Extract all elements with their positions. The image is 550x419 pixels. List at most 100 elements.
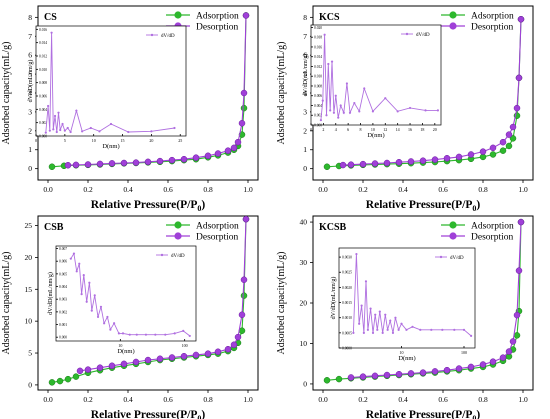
psd-point — [376, 328, 379, 331]
x-axis-title: Relative Pressure(P/P0) — [366, 199, 481, 213]
desorption-point — [108, 362, 116, 370]
psd-point — [150, 130, 153, 133]
desorption-point — [214, 348, 222, 356]
x-tick-label: 0.8 — [478, 395, 488, 404]
y-tick-label: 1 — [28, 145, 32, 154]
y-axis-title: Adsorbed capacity(mL/g) — [276, 251, 287, 354]
x-tick-label: 0.0 — [318, 185, 328, 194]
y-tick-label: 7 — [303, 32, 307, 41]
psd-point — [63, 129, 66, 132]
psd-point — [384, 313, 387, 316]
psd-point — [173, 332, 176, 335]
psd-point — [52, 128, 55, 131]
inset-y-tick-label: 0.002 — [314, 114, 322, 118]
psd-point — [391, 331, 395, 334]
inset-y-axis-title: dV/dD(mL/nm/g) — [302, 54, 309, 97]
inset-y-axis-title: dV/dD(mL/nm/g) — [330, 277, 337, 320]
psd-point — [182, 329, 185, 332]
inset-y-tick-label: 0.002 — [39, 121, 47, 125]
desorption-point — [395, 158, 403, 166]
psd-point — [430, 328, 433, 331]
legend-label: Desorption — [196, 233, 238, 243]
desorption-point — [64, 161, 72, 169]
y-tick-label: 2 — [303, 126, 307, 135]
x-tick-label: 0.6 — [438, 395, 448, 404]
psd-point — [47, 104, 50, 108]
desorption-point — [443, 155, 451, 162]
y-tick-label: 20 — [25, 253, 33, 262]
psd-point — [394, 316, 397, 319]
inset-plot: 0 5 10 15 20 250.0000.0020.0040.0060.0080.010… — [27, 25, 187, 150]
inset-y-tick-label: 0.018 — [314, 36, 322, 40]
x-tick-label: 1.0 — [518, 185, 528, 194]
desorption-point — [132, 159, 140, 166]
desorption-point — [144, 158, 152, 166]
y-tick-label: 0 — [28, 164, 32, 173]
y-tick-label: 5 — [28, 349, 32, 358]
x-axis-title-tail: ) — [476, 199, 480, 211]
inset-y-tick-label: 0.001 — [59, 323, 67, 327]
x-axis-title-tail: ) — [201, 409, 205, 419]
desorption-point — [489, 358, 497, 365]
desorption-point — [515, 74, 523, 82]
desorption-point — [383, 159, 391, 167]
plot-frame — [37, 215, 259, 391]
x-axis-title: Relative Pressure(P/P0) — [91, 409, 206, 419]
inset-y-tick-label: 0.0005 — [342, 331, 352, 335]
desorption-point — [156, 157, 164, 165]
psd-point — [69, 257, 72, 260]
desorption-point — [168, 156, 176, 164]
psd-point — [424, 109, 427, 112]
inset-x-tick-label: 2 — [322, 127, 324, 132]
psd-point — [364, 280, 368, 283]
desorption-point — [347, 374, 355, 381]
desorption-point — [509, 123, 517, 131]
y-tick-label: 6 — [28, 51, 32, 60]
inset-y-tick-label: 0.000 — [314, 124, 322, 128]
psd-point — [405, 328, 408, 331]
legend-marker — [449, 221, 457, 229]
psd-point — [337, 116, 340, 119]
desorption-point — [240, 276, 248, 283]
y-tick-label: 1 — [303, 145, 307, 154]
y-tick-label: 0 — [303, 379, 307, 388]
psd-point — [371, 331, 375, 334]
psd-point — [75, 109, 78, 112]
psd-point — [81, 130, 84, 133]
desorption-point — [224, 345, 232, 353]
desorption-point — [359, 160, 367, 168]
psd-point — [90, 309, 93, 312]
psd-point — [358, 322, 361, 325]
psd-point — [419, 328, 422, 331]
x-tick-label: 0.2 — [83, 395, 93, 404]
desorption-point — [132, 358, 140, 366]
x-tick-label: 0.4 — [398, 185, 408, 194]
desorption-point — [499, 138, 507, 146]
x-tick-label: 0.8 — [478, 185, 488, 194]
inset-legend-marker — [405, 32, 409, 36]
psd-point — [441, 328, 444, 331]
psd-point — [135, 333, 138, 336]
inset-x-tick-label: 12 — [383, 127, 387, 132]
desorption-point — [371, 372, 379, 380]
x-tick-label: 1.0 — [243, 185, 253, 194]
psd-point — [345, 82, 349, 85]
x-tick-label: 0.2 — [83, 185, 93, 194]
inset-y-tick-label: 0.008 — [39, 81, 47, 85]
desorption-point — [467, 363, 475, 371]
inset-x-axis-title: D(nm) — [117, 348, 134, 355]
psd-point — [353, 101, 356, 105]
desorption-point — [419, 157, 427, 164]
x-tick-label: 0.0 — [43, 185, 53, 194]
panel-kcsb: 0.0 0.2 0.4 0.6 0.8 1.0 0 10 20 30 40 Relative Pres… — [276, 215, 534, 419]
desorption-point — [505, 131, 513, 138]
series-desorption — [347, 218, 525, 381]
inset-y-tick-label: 0.004 — [314, 104, 322, 108]
psd-point — [462, 328, 466, 331]
desorption-point — [230, 144, 238, 152]
psd-point — [436, 109, 440, 112]
desorption-point — [407, 370, 415, 377]
psd-point — [154, 333, 157, 336]
psd-point — [103, 322, 106, 325]
